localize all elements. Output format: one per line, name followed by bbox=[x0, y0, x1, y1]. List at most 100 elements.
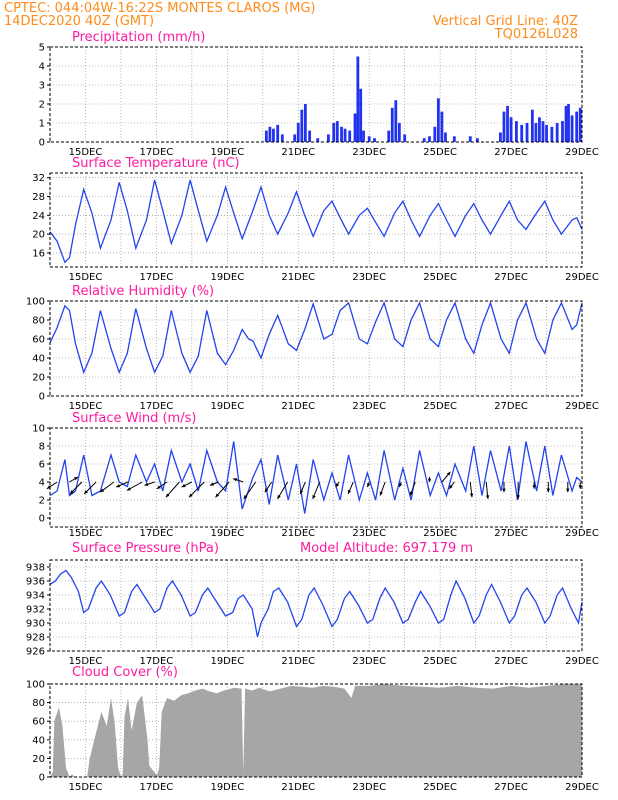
x-tick-label: 23DEC bbox=[352, 401, 386, 412]
wind-vector-head bbox=[546, 488, 551, 493]
wind-vector-arrow bbox=[144, 481, 155, 486]
model-id: TQ0126L028 bbox=[494, 27, 578, 42]
precip-bar bbox=[468, 136, 472, 142]
precip-bar bbox=[475, 138, 479, 142]
precip-bar bbox=[499, 132, 502, 142]
wind-vector-head bbox=[264, 488, 269, 493]
x-tick-label: 27DEC bbox=[494, 401, 528, 412]
y-tick-label: 0 bbox=[39, 138, 45, 149]
wind-vector-head bbox=[566, 488, 570, 493]
humidity-title: Relative Humidity (%) bbox=[72, 284, 214, 299]
wind-vector-arrow bbox=[276, 481, 289, 500]
x-tick-label: 17DEC bbox=[140, 401, 174, 412]
wind-vector-arrow bbox=[379, 481, 386, 496]
wind-vector-arrow bbox=[441, 471, 451, 483]
precip-bar bbox=[514, 121, 518, 142]
precip-bar bbox=[452, 136, 456, 142]
precip-bar bbox=[428, 136, 431, 142]
wind-vector-arrow bbox=[69, 476, 79, 483]
wind-vector-arrow bbox=[427, 476, 432, 482]
wind-vector-head bbox=[532, 485, 536, 489]
temperature-title: Surface Temperature (nC) bbox=[72, 156, 240, 171]
precip-bar bbox=[575, 111, 579, 142]
y-tick-label: 6 bbox=[39, 460, 45, 471]
cloud-cover-area bbox=[50, 684, 582, 777]
x-tick-label: 25DEC bbox=[423, 656, 457, 667]
precipitation-title: Precipitation (mm/h) bbox=[72, 30, 205, 45]
wind-vector-arrow bbox=[398, 481, 403, 488]
precip-bar bbox=[390, 107, 394, 142]
wind-vector-head bbox=[84, 490, 88, 494]
x-tick-label: 29DEC bbox=[565, 528, 599, 539]
wind-vector-arrow bbox=[264, 481, 273, 493]
y-tick-label: 80 bbox=[32, 316, 45, 327]
wind-vector-arrow bbox=[578, 482, 582, 489]
wind-vector-arrow bbox=[232, 478, 244, 483]
x-tick-label: 19DEC bbox=[210, 147, 244, 158]
precip-bar bbox=[525, 123, 529, 142]
wind-vector-head bbox=[347, 489, 352, 494]
precip-bar bbox=[340, 126, 343, 142]
precip-bar bbox=[422, 138, 426, 142]
wind-vector-arrow bbox=[69, 481, 83, 495]
precip-bar bbox=[332, 123, 336, 142]
wind-vector-arrow bbox=[209, 481, 219, 486]
x-tick-label: 27DEC bbox=[494, 528, 528, 539]
wind-vector-head bbox=[578, 485, 582, 489]
precip-bar bbox=[362, 130, 365, 142]
y-tick-label: 40 bbox=[32, 354, 45, 365]
precip-bar bbox=[534, 123, 538, 142]
precip-bar bbox=[303, 104, 307, 142]
wind-vector-head bbox=[233, 478, 238, 482]
y-tick-label: 100 bbox=[26, 297, 45, 308]
x-tick-label: 17DEC bbox=[140, 528, 174, 539]
wind-vector-head bbox=[398, 483, 403, 488]
wind-vector-head bbox=[427, 476, 432, 481]
precip-bar bbox=[506, 105, 509, 142]
wind-vector-head bbox=[469, 493, 474, 498]
wind-vector-arrow bbox=[46, 481, 58, 490]
wind-vector-head bbox=[188, 493, 193, 498]
precip-bar bbox=[433, 126, 437, 142]
y-tick-label: 24 bbox=[32, 211, 45, 222]
pressure-panel: 926 928 930 932 934 936 938 15DEC 17DEC 19DEC 21DE… bbox=[26, 541, 599, 667]
precip-bar bbox=[316, 138, 320, 142]
precip-bar bbox=[502, 111, 506, 142]
x-tick-label: 25DEC bbox=[423, 782, 457, 793]
y-tick-label: 934 bbox=[26, 591, 45, 602]
pressure-title: Surface Pressure (hPa) bbox=[72, 541, 219, 556]
x-tick-label: 23DEC bbox=[352, 782, 386, 793]
x-tick-label: 15DEC bbox=[69, 272, 103, 283]
precip-bar bbox=[530, 109, 534, 142]
precip-bar bbox=[327, 134, 330, 142]
x-tick-label: 19DEC bbox=[210, 782, 244, 793]
x-tick-label: 15DEC bbox=[69, 147, 103, 158]
y-tick-label: 2 bbox=[39, 100, 45, 111]
y-tick-label: 40 bbox=[32, 735, 45, 746]
temperature-panel: 16 20 24 28 32 15DEC 17DEC 19DEC 21DEC 23DEC 25DEC… bbox=[32, 156, 599, 283]
y-tick-label: 936 bbox=[26, 577, 45, 588]
x-tick-label: 29DEC bbox=[565, 656, 599, 667]
humidity-line bbox=[49, 300, 583, 375]
precip-bar bbox=[356, 56, 360, 142]
wind-vector-arrow bbox=[448, 481, 455, 490]
y-tick-label: 32 bbox=[32, 173, 45, 184]
x-tick-label: 25DEC bbox=[423, 401, 457, 412]
x-tick-label: 27DEC bbox=[494, 656, 528, 667]
wind-vector-arrow bbox=[126, 481, 143, 491]
y-tick-label: 60 bbox=[32, 335, 45, 346]
precip-bar bbox=[335, 121, 339, 142]
wind-vector-head bbox=[144, 482, 149, 486]
wind-vector-head bbox=[312, 495, 316, 499]
temperature-line bbox=[49, 179, 583, 264]
x-tick-label: 29DEC bbox=[565, 147, 599, 158]
wind-vector-head bbox=[116, 484, 121, 488]
precip-bar bbox=[509, 117, 513, 142]
wind-vector-head bbox=[243, 495, 248, 499]
precip-bar bbox=[564, 105, 568, 142]
wind-vector-arrow bbox=[299, 481, 306, 495]
wind-vector-head bbox=[74, 476, 79, 481]
y-tick-label: 928 bbox=[26, 633, 45, 644]
wind-vector-head bbox=[335, 483, 340, 488]
